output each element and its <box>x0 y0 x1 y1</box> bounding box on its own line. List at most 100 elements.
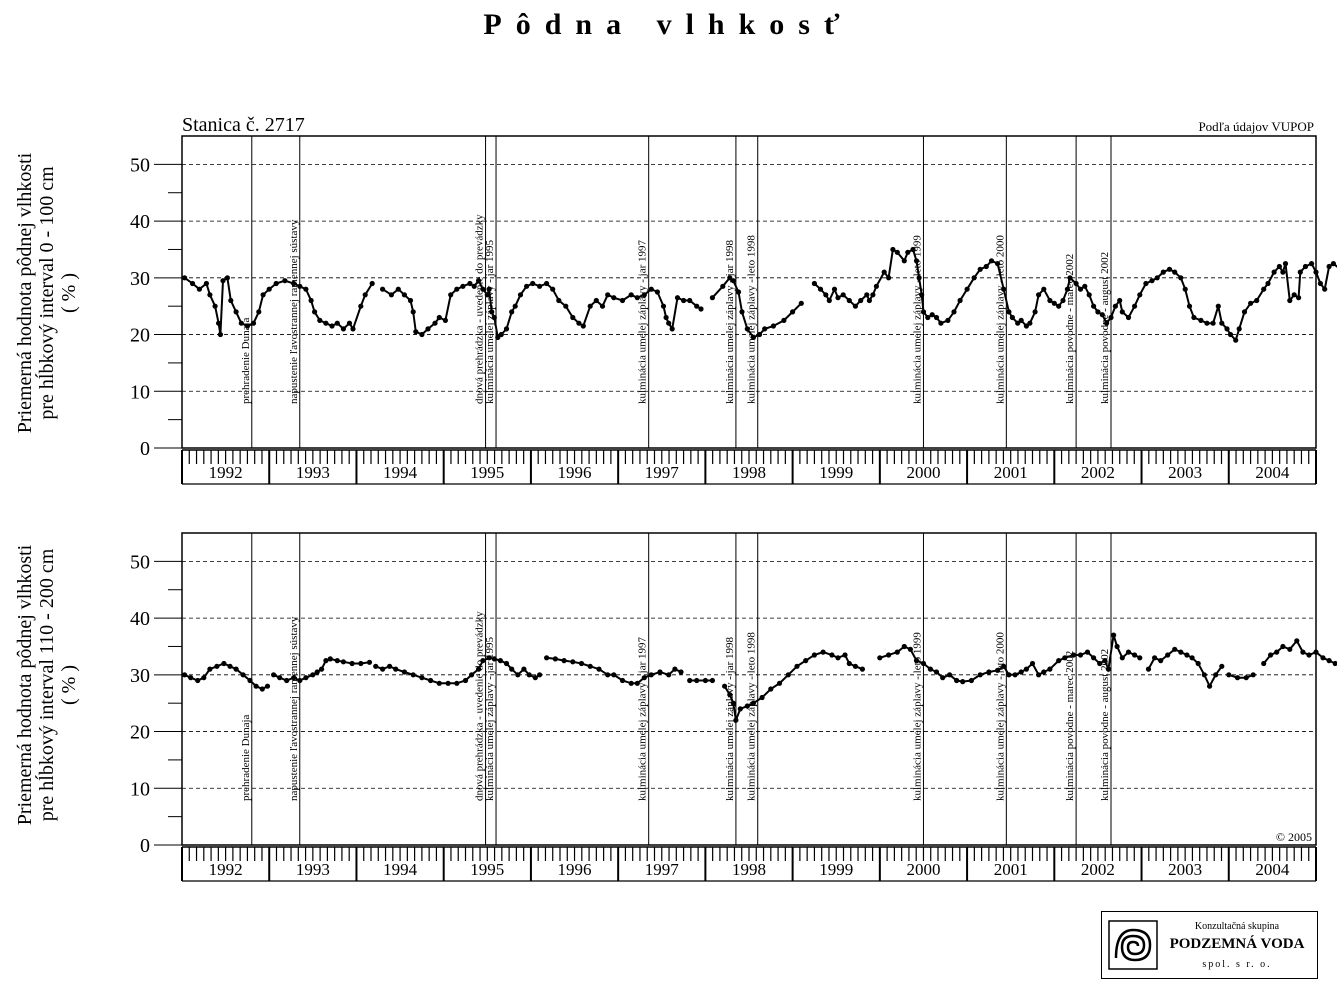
data-point <box>831 286 838 292</box>
data-point <box>410 672 416 678</box>
data-point <box>826 297 832 304</box>
logo-main-text: PODZEMNÁ VODA <box>1169 936 1305 952</box>
data-point <box>933 669 940 675</box>
data-point <box>938 320 944 326</box>
data-point <box>436 314 442 321</box>
data-point <box>203 280 209 287</box>
data-point <box>1204 320 1210 326</box>
data-point <box>1330 261 1336 267</box>
data-point <box>297 283 303 289</box>
data-point <box>820 649 826 655</box>
data-point <box>709 677 716 684</box>
data-point <box>1265 280 1271 287</box>
data-point <box>407 297 414 304</box>
data-point <box>244 323 250 329</box>
data-point <box>509 666 515 672</box>
x-tick-label: 1992 <box>209 463 243 482</box>
data-point <box>334 658 340 664</box>
data-point <box>1213 672 1219 678</box>
data-point <box>1189 655 1195 661</box>
data-point <box>445 680 451 686</box>
data-point <box>669 326 675 332</box>
data-point <box>641 675 647 681</box>
x-tick-label: 2001 <box>994 860 1028 879</box>
data-point <box>1207 683 1213 689</box>
data-point <box>1082 283 1088 289</box>
data-point <box>489 309 495 315</box>
data-point <box>291 675 297 681</box>
data-point <box>1137 292 1143 298</box>
event-label: napustenie ľavostrannej ramennej sústavy <box>288 219 300 404</box>
data-point <box>401 292 407 298</box>
data-point <box>1166 266 1173 272</box>
data-point <box>1143 280 1149 287</box>
data-point <box>811 280 818 287</box>
data-point <box>196 286 202 292</box>
data-point <box>1302 263 1309 270</box>
data-point <box>484 292 490 298</box>
x-tick-label: 1999 <box>819 463 853 482</box>
event-label: napustenie ľavostrannej ramennej sústavy <box>288 616 300 801</box>
data-point <box>1060 297 1066 304</box>
data-point <box>544 655 550 661</box>
data-point <box>735 289 742 295</box>
data-point <box>1165 652 1171 658</box>
data-point <box>388 292 394 298</box>
data-point <box>1062 655 1068 661</box>
data-point <box>349 660 355 667</box>
x-tick-label: 2000 <box>906 463 940 482</box>
data-point <box>1132 652 1138 658</box>
data-point <box>733 717 739 723</box>
data-point <box>1091 303 1097 309</box>
data-point <box>1001 286 1007 292</box>
data-point <box>323 320 329 326</box>
data-point <box>240 672 246 678</box>
data-point <box>852 303 859 309</box>
data-point <box>886 275 892 281</box>
data-point <box>1219 663 1225 669</box>
data-point <box>687 677 693 684</box>
data-point <box>1114 643 1120 650</box>
data-point <box>552 656 558 662</box>
event-label: kulminácia umelej záplavy - leto 1999 <box>911 632 923 801</box>
data-point <box>228 297 234 304</box>
data-point <box>329 323 335 329</box>
data-point <box>678 669 684 675</box>
data-point <box>634 295 640 301</box>
event-label: kulminácia umelej záplavy - leto 1998 <box>746 235 758 404</box>
data-point <box>419 331 425 338</box>
data-point <box>1198 317 1204 323</box>
data-point <box>927 666 934 672</box>
data-point <box>1276 263 1282 270</box>
data-point <box>580 323 586 329</box>
data-point <box>1018 669 1024 675</box>
event-label: dnová prehrádzka - uvedenie do prevádzky <box>474 214 486 404</box>
data-point <box>277 675 283 681</box>
data-point <box>1023 323 1029 329</box>
data-point <box>578 660 585 667</box>
data-point <box>273 280 279 287</box>
event-label: kulminácia umelej záplavy - jar 1995 <box>484 239 496 404</box>
data-point <box>919 292 925 298</box>
data-point <box>890 246 896 253</box>
data-point <box>1132 303 1138 309</box>
data-point <box>1041 286 1047 292</box>
data-point <box>1233 337 1239 343</box>
data-point <box>195 677 201 684</box>
data-point <box>1271 269 1277 275</box>
data-point <box>1149 278 1155 284</box>
data-point <box>968 677 975 684</box>
data-point <box>840 292 846 298</box>
data-point <box>303 675 309 681</box>
data-point <box>790 309 796 315</box>
x-tick-label: 2002 <box>1081 860 1115 879</box>
data-point <box>687 297 693 304</box>
data-point <box>1073 280 1079 287</box>
y-tick-label: 10 <box>130 381 150 403</box>
data-point <box>350 326 356 332</box>
event-label: kulminácia umelej záplavy - jar 1997 <box>637 636 649 801</box>
data-point <box>1067 275 1073 281</box>
data-point <box>428 677 434 684</box>
data-point <box>503 660 510 667</box>
data-point <box>253 683 259 689</box>
